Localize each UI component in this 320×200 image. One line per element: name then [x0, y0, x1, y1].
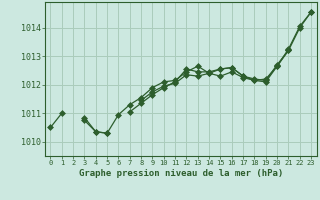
- X-axis label: Graphe pression niveau de la mer (hPa): Graphe pression niveau de la mer (hPa): [79, 169, 283, 178]
